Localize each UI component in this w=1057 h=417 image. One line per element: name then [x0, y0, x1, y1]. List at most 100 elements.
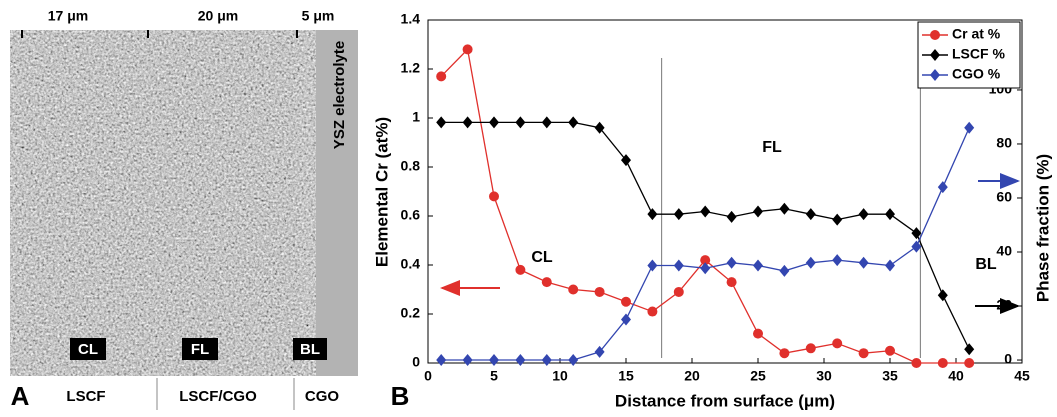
x-tick-label: 10 — [552, 368, 568, 384]
region-label: CL — [78, 341, 98, 358]
data-point — [673, 208, 684, 221]
data-point — [462, 44, 473, 55]
label-box — [293, 338, 327, 360]
data-point — [621, 296, 631, 307]
material-label: LSCF — [66, 388, 105, 405]
data-point — [621, 154, 631, 167]
x-tick-label: 30 — [816, 368, 832, 384]
data-point — [621, 313, 631, 326]
data-point — [541, 354, 552, 367]
data-point — [832, 254, 843, 267]
region-label: FL — [191, 341, 209, 358]
data-point — [568, 116, 579, 129]
data-point — [515, 116, 526, 129]
data-point — [541, 277, 552, 288]
data-point — [436, 71, 447, 82]
y-tick-label: 0.4 — [401, 256, 421, 272]
legend-label: CGO % — [952, 66, 1001, 82]
x-tick-label: 20 — [684, 368, 700, 384]
y-tick-label: 1.4 — [401, 11, 421, 27]
data-point — [937, 358, 948, 368]
data-point — [647, 259, 658, 272]
data-point — [489, 191, 499, 202]
plot-frame — [427, 19, 1023, 364]
material-label: CGO — [305, 388, 340, 405]
data-point — [647, 208, 658, 221]
x-tick-label: 45 — [1014, 368, 1030, 384]
data-point — [832, 338, 843, 349]
data-point — [858, 208, 869, 221]
legend-label: LSCF % — [952, 46, 1005, 62]
x-tick-label: 40 — [948, 368, 964, 384]
data-point — [779, 264, 790, 277]
data-point — [726, 256, 737, 269]
data-point — [885, 208, 895, 221]
electrolyte — [316, 30, 358, 376]
y-tick-label: 0 — [412, 354, 420, 370]
y-tick-label: 0.6 — [401, 207, 421, 223]
x-tick-label: 5 — [490, 368, 498, 384]
micrograph: 17 μm 20 μm 5 μm CL FL BL YSZ electrolyt… — [10, 8, 358, 411]
legend-marker — [930, 49, 940, 61]
data-point — [594, 345, 605, 358]
data-point — [753, 259, 763, 272]
y-tick-label: 0.2 — [401, 305, 421, 321]
data-point — [805, 256, 816, 269]
legend-marker — [930, 30, 940, 40]
electrolyte-label: YSZ electrolyte — [331, 41, 348, 149]
x-tick-label: 15 — [618, 368, 634, 384]
data-point — [726, 210, 737, 223]
data-point — [805, 343, 816, 354]
data-point — [885, 345, 895, 356]
region-label: BL — [300, 341, 320, 358]
data-point — [673, 286, 684, 297]
data-point — [568, 354, 579, 367]
data-point — [911, 227, 922, 240]
plot: 0 5 10 15 20 25 30 35 40 4500.20.40.60.811.21.402… — [401, 11, 1030, 384]
data-point — [462, 354, 473, 367]
label-box — [182, 338, 218, 360]
legend-marker — [930, 69, 940, 81]
data-point — [700, 262, 711, 275]
x-axis-label: Distance from surface (μm) — [615, 391, 835, 410]
data-point — [726, 277, 737, 288]
material-label: LSCF/CGO — [179, 388, 257, 405]
data-point — [911, 240, 922, 253]
data-point — [885, 259, 895, 272]
barrier-layer — [296, 30, 316, 376]
data-point — [700, 255, 711, 266]
data-point — [779, 348, 790, 359]
x-tick-label: 35 — [882, 368, 898, 384]
data-point — [647, 306, 658, 317]
data-point — [858, 256, 869, 269]
data-point — [964, 358, 975, 368]
data-point — [753, 328, 763, 339]
region-annotation: FL — [762, 139, 782, 156]
label-box — [70, 338, 106, 360]
y-tick-label: 0.8 — [401, 158, 421, 174]
data-point — [436, 354, 447, 367]
region-annotation: BL — [975, 256, 997, 273]
data-point — [779, 202, 790, 215]
data-point — [489, 116, 499, 129]
data-point — [700, 205, 711, 218]
y2-tick-label: 40 — [996, 243, 1012, 259]
data-point — [568, 284, 579, 295]
x-tick-label: 0 — [424, 368, 432, 384]
data-point — [489, 354, 499, 367]
panel-label: B — [391, 381, 410, 411]
y-tick-label: 1.2 — [401, 60, 421, 76]
data-point — [937, 181, 948, 194]
y2-tick-label: 60 — [996, 189, 1012, 205]
data-point — [753, 205, 763, 218]
legend-label: Cr at % — [952, 26, 1001, 42]
data-point — [436, 116, 447, 129]
x-tick-label: 25 — [750, 368, 766, 384]
data-point — [937, 289, 948, 302]
data-point — [462, 116, 473, 129]
y2-tick-label: 20 — [996, 297, 1012, 313]
y-tick-label: 1 — [412, 109, 420, 125]
data-point — [805, 208, 816, 221]
y2-tick-label: 0 — [1004, 351, 1012, 367]
